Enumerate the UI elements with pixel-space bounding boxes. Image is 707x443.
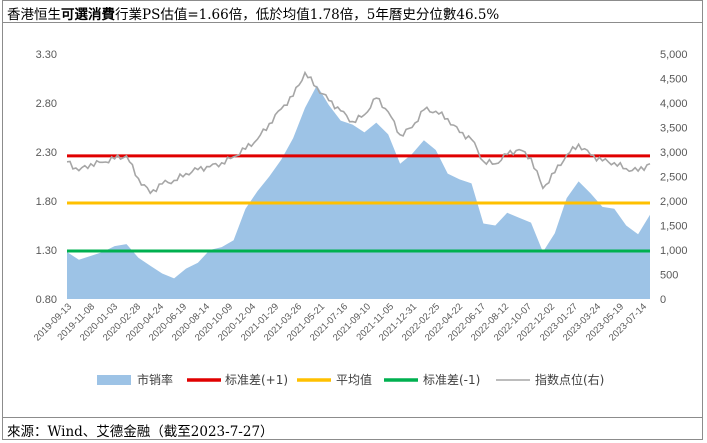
right-tick-label: 2,000 bbox=[660, 196, 688, 208]
left-tick-label: 2.80 bbox=[36, 98, 57, 110]
title-bar: 香港恒生可選消費行業PS估值=1.66倍，低於均值1.78倍，5年曆史分位數46… bbox=[3, 1, 702, 23]
right-tick-label: 2,500 bbox=[660, 172, 688, 184]
source-note: 來源：Wind、艾德金融（截至2023-7-27） bbox=[7, 424, 274, 440]
band-lines-layer bbox=[67, 154, 650, 253]
right-tick-label: 0 bbox=[660, 294, 666, 306]
legend-upper-label: 标准差(+1) bbox=[225, 373, 288, 387]
right-tick-label: 1,000 bbox=[660, 245, 688, 257]
right-tick-label: 4,500 bbox=[660, 74, 688, 86]
chart-title: 香港恒生可選消費行業PS估值=1.66倍，低於均值1.78倍，5年曆史分位數46… bbox=[7, 3, 499, 23]
legend-ps-label: 市销率 bbox=[137, 372, 173, 387]
title-sector: 可選消費 bbox=[61, 7, 115, 23]
left-tick-label: 0.80 bbox=[36, 294, 57, 306]
left-tick-label: 3.30 bbox=[36, 49, 57, 61]
ps-valuation-chart: 0.80 1.30 1.80 2.30 2.80 3.30 0 500 1,000 1,500 2… bbox=[32, 49, 688, 387]
right-tick-label: 1,500 bbox=[660, 221, 688, 233]
index-line-layer bbox=[66, 70, 651, 195]
title-prefix: 香港恒生 bbox=[7, 7, 61, 23]
right-tick-label: 500 bbox=[660, 270, 678, 282]
right-tick-label: 4,000 bbox=[660, 98, 688, 110]
legend-lower-label: 标准差(-1) bbox=[423, 373, 480, 387]
right-tick-label: 3,000 bbox=[660, 147, 688, 159]
right-tick-label: 5,000 bbox=[660, 49, 688, 61]
left-tick-label: 2.30 bbox=[36, 147, 57, 159]
legend-mean-label: 平均值 bbox=[336, 372, 372, 387]
right-tick-label: 3,500 bbox=[660, 123, 688, 135]
legend: 市销率 标准差(+1) 平均值 标准差(-1) 指数点位(右) bbox=[97, 372, 604, 387]
legend-index-label: 指数点位(右) bbox=[535, 372, 604, 387]
title-suffix: 行業PS估值=1.66倍，低於均值1.78倍，5年曆史分位數46.5% bbox=[115, 7, 500, 23]
index-line bbox=[66, 70, 651, 195]
left-axis: 0.80 1.30 1.80 2.30 2.80 3.30 bbox=[36, 49, 57, 306]
ps-area-layer bbox=[67, 85, 650, 300]
ps-area bbox=[67, 85, 650, 300]
left-tick-label: 1.80 bbox=[36, 196, 57, 208]
right-axis: 0 500 1,000 1,500 2,000 2,500 3,000 3,500 4,000 4… bbox=[660, 49, 688, 306]
x-axis: 2019-09-132019-11-082020-01-032020-02-28… bbox=[32, 301, 649, 343]
legend-ps-swatch bbox=[97, 375, 131, 385]
left-tick-label: 1.30 bbox=[36, 245, 57, 257]
footer-bar: 來源：Wind、艾德金融（截至2023-7-27） bbox=[3, 417, 702, 440]
